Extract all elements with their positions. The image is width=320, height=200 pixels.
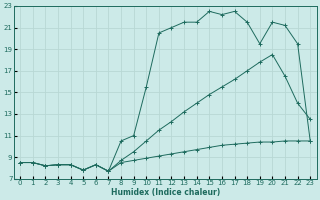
X-axis label: Humidex (Indice chaleur): Humidex (Indice chaleur) <box>111 188 220 197</box>
